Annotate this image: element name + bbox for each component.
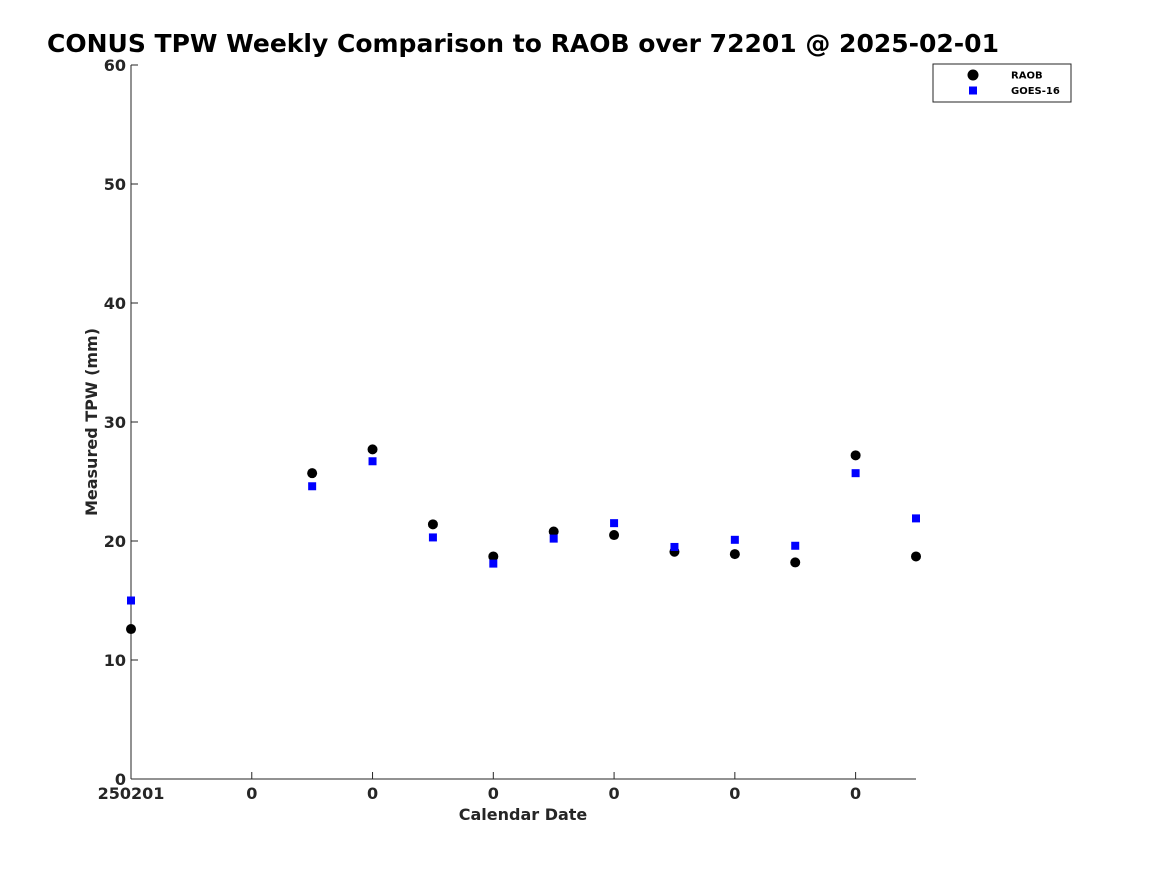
data-point	[850, 450, 861, 461]
data-point	[549, 534, 558, 543]
data-point	[851, 469, 860, 478]
x-tick-label: 0	[609, 784, 620, 803]
x-tick-label: 0	[246, 784, 257, 803]
x-axis-label: Calendar Date	[459, 805, 588, 824]
data-point	[368, 457, 377, 466]
data-point	[126, 624, 136, 635]
y-tick-label: 60	[104, 56, 126, 75]
data-points	[126, 444, 921, 635]
x-tick-label: 250201	[98, 784, 165, 803]
legend-label: GOES-16	[1011, 86, 1060, 97]
x-tick-label: 0	[488, 784, 499, 803]
y-tick-label: 30	[104, 413, 126, 432]
data-point	[790, 557, 801, 568]
y-tick-label: 50	[104, 175, 126, 194]
y-tick-label: 40	[104, 294, 126, 313]
y-axis-label: Measured TPW (mm)	[82, 328, 101, 516]
y-tick-label: 0	[115, 770, 126, 789]
data-point	[488, 551, 499, 562]
data-point	[730, 535, 739, 544]
data-point	[791, 541, 800, 550]
axes	[130, 65, 916, 780]
x-tick-label: 0	[367, 784, 378, 803]
data-point	[912, 514, 920, 523]
data-point	[307, 468, 318, 479]
y-tick-label: 10	[104, 651, 126, 670]
x-tick-label: 0	[729, 784, 740, 803]
data-point	[548, 526, 559, 537]
legend-marker	[969, 86, 977, 95]
data-point	[670, 542, 679, 551]
legend: RAOB GOES-16	[932, 63, 1072, 103]
series-goes-16	[127, 457, 920, 605]
data-point	[729, 549, 740, 560]
data-point	[308, 482, 317, 491]
legend-label: RAOB	[1011, 71, 1043, 82]
y-tick-label: 20	[104, 532, 126, 551]
legend-marker	[967, 69, 979, 81]
chart-title: CONUS TPW Weekly Comparison to RAOB over…	[47, 29, 999, 58]
data-point	[610, 519, 619, 528]
data-point	[609, 530, 620, 541]
x-tick-label: 0	[850, 784, 861, 803]
data-point	[367, 444, 378, 455]
data-point	[428, 533, 437, 542]
data-point	[127, 596, 135, 605]
data-point	[489, 559, 498, 568]
data-point	[427, 519, 438, 530]
series-raob	[126, 444, 921, 635]
legend-box	[932, 63, 1072, 103]
data-point	[911, 551, 921, 562]
